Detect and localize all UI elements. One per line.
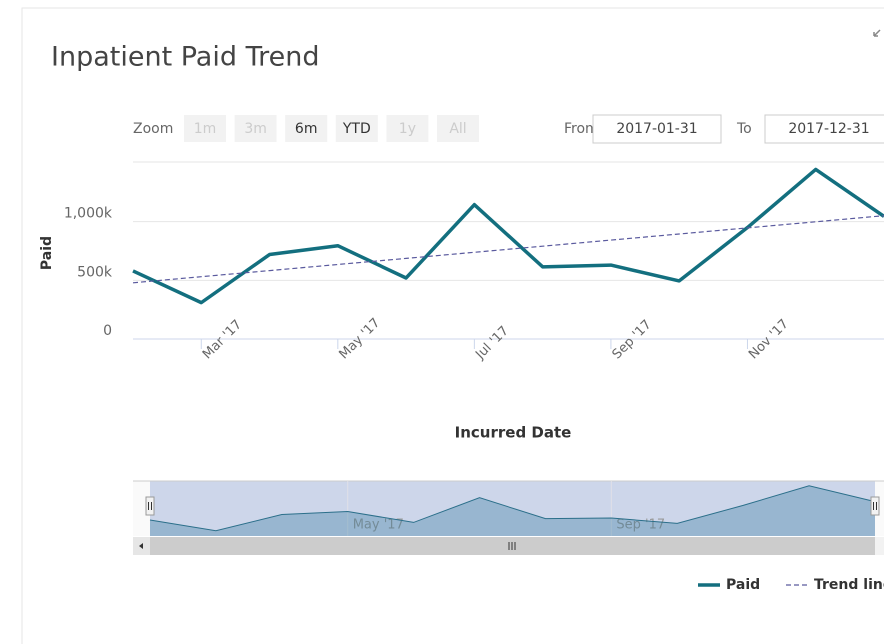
to-value: 2017-12-31 — [788, 121, 869, 137]
x-axis-title: Incurred Date — [455, 424, 572, 442]
series-line — [132, 167, 884, 305]
zoom-button[interactable] — [386, 115, 429, 142]
legend-label[interactable]: Paid — [726, 577, 760, 593]
zoom-button-label: 1y — [399, 121, 416, 137]
legend-label[interactable]: Trend line — [814, 577, 884, 593]
navigator-label: May '17 — [353, 518, 404, 533]
y-tick-label: 500k — [77, 264, 113, 280]
trend-line — [132, 215, 884, 284]
zoom-label: Zoom — [133, 121, 173, 137]
zoom-button[interactable] — [184, 115, 226, 142]
expand-icon[interactable] — [873, 29, 881, 37]
scroll-grip — [508, 542, 516, 550]
from-input[interactable] — [592, 114, 722, 144]
navigator-line — [149, 485, 876, 532]
y-axis-title: Paid — [39, 236, 55, 270]
zoom-button-label: 3m — [244, 121, 267, 137]
zoom-button[interactable] — [285, 115, 328, 142]
scroll-arrow — [139, 543, 143, 549]
zoom-button[interactable] — [335, 115, 378, 142]
handle-grip — [873, 502, 877, 510]
to-label: To — [736, 121, 752, 137]
y-tick-label: 1,000k — [64, 206, 113, 222]
zoom-button-label: 1m — [194, 121, 217, 137]
zoom-button-label: 6m — [295, 121, 318, 137]
navigator-handle[interactable] — [870, 496, 880, 516]
zoom-button-label: YTD — [342, 121, 371, 137]
navigator-area — [150, 485, 875, 536]
handle-grip — [148, 502, 152, 510]
from-value: 2017-01-31 — [616, 121, 697, 137]
from-label: From — [564, 121, 599, 137]
zoom-button[interactable] — [437, 115, 479, 142]
y-tick-label: 0 — [103, 323, 112, 339]
zoom-button[interactable] — [234, 115, 277, 142]
chart-title: Inpatient Paid Trend — [51, 42, 319, 73]
to-input[interactable] — [764, 114, 884, 144]
navigator-handle[interactable] — [145, 496, 155, 516]
zoom-button-label: All — [449, 121, 466, 137]
